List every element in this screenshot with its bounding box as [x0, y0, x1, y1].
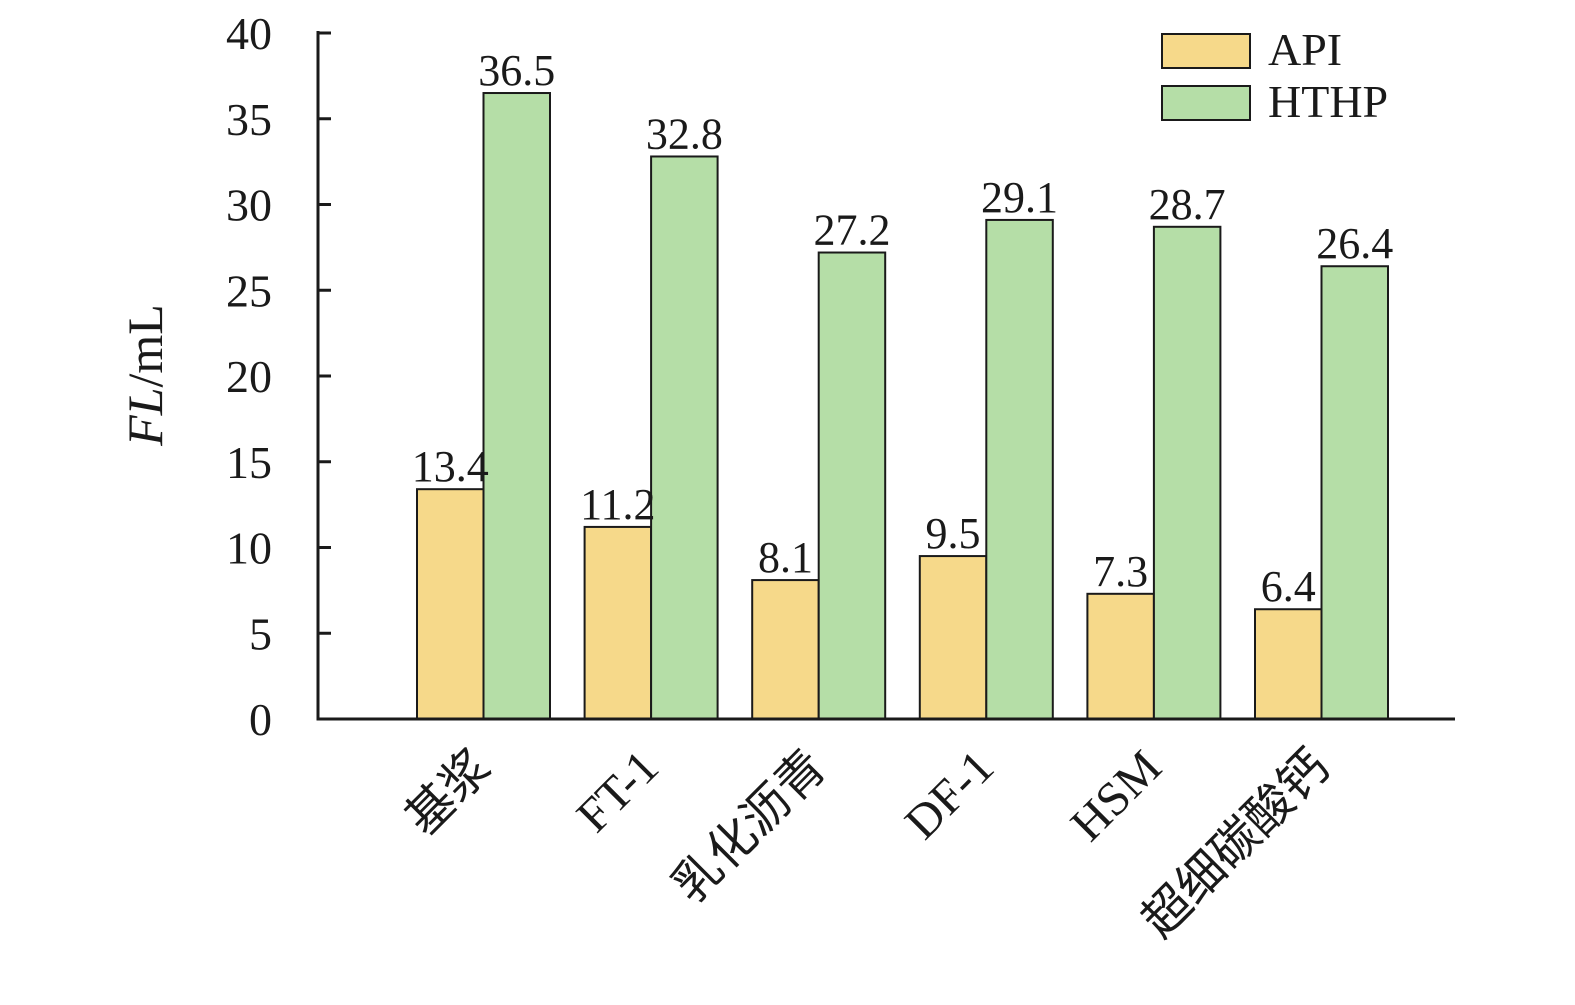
- data-label-hthp-2: 32.8: [646, 109, 723, 158]
- bar-hthp-4: [985, 218, 1054, 720]
- data-label-api-1: 13.4: [412, 442, 489, 491]
- y-axis-title: FL/mL: [117, 304, 173, 447]
- category-label-5: HSM: [1061, 740, 1172, 851]
- bar-hthp-3: [817, 251, 887, 721]
- bars-layer: [416, 92, 1389, 721]
- data-label-api-3: 8.1: [758, 533, 813, 582]
- y-tick-label-0: 0: [249, 694, 272, 745]
- data-label-hthp-6: 26.4: [1316, 219, 1393, 268]
- bar-api-2: [583, 525, 653, 720]
- axes-layer: 0 5 10 15 20 25 30 35 40: [226, 8, 1455, 745]
- y-tick-label-5: 5: [249, 608, 272, 659]
- data-label-hthp-3: 27.2: [813, 206, 890, 255]
- category-label-3: 乳化沥青: [663, 740, 836, 913]
- bar-api-5: [1086, 592, 1155, 720]
- y-tick-label-35: 35: [226, 94, 272, 145]
- data-label-api-2: 11.2: [580, 480, 655, 529]
- bar-api-3: [751, 579, 820, 721]
- y-ticks: 0 5 10 15 20 25 30 35 40: [226, 8, 331, 745]
- y-axis-title-unit: /mL: [117, 304, 173, 387]
- data-label-hthp-4: 29.1: [981, 173, 1058, 222]
- bar-hthp-5: [1152, 225, 1222, 720]
- data-labels-layer: 13.4 36.5 11.2 32.8 8.1 27.2 9.5 29.1 7.3 28.7 6.4…: [412, 46, 1394, 611]
- bar-api-4: [918, 555, 988, 721]
- y-tick-label-20: 20: [226, 351, 272, 402]
- y-tick-label-25: 25: [226, 265, 272, 316]
- data-label-hthp-5: 28.7: [1149, 180, 1226, 229]
- bar-hthp-2: [650, 155, 719, 721]
- y-tick-label-15: 15: [226, 437, 272, 488]
- data-label-hthp-1: 36.5: [478, 46, 555, 95]
- data-label-api-5: 7.3: [1093, 547, 1148, 596]
- bar-hthp-1: [482, 92, 551, 720]
- category-label-2: FT-1: [567, 740, 669, 842]
- y-tick-label-10: 10: [226, 523, 272, 574]
- data-label-api-6: 6.4: [1261, 562, 1316, 611]
- legend-swatch-api: [1161, 33, 1251, 69]
- bar-api-1: [416, 488, 485, 720]
- legend-label-hthp: HTHP: [1268, 76, 1388, 127]
- legend-label-api: API: [1268, 24, 1342, 75]
- category-label-4: DF-1: [895, 740, 1004, 849]
- legend-swatch-hthp: [1161, 85, 1251, 121]
- bar-api-6: [1254, 608, 1323, 720]
- data-label-api-4: 9.5: [926, 509, 981, 558]
- y-tick-label-40: 40: [226, 8, 272, 59]
- bar-hthp-6: [1320, 265, 1389, 720]
- category-label-1: 基浆: [396, 740, 501, 845]
- y-tick-label-30: 30: [226, 180, 272, 231]
- y-axis-title-italic: FL: [117, 387, 173, 446]
